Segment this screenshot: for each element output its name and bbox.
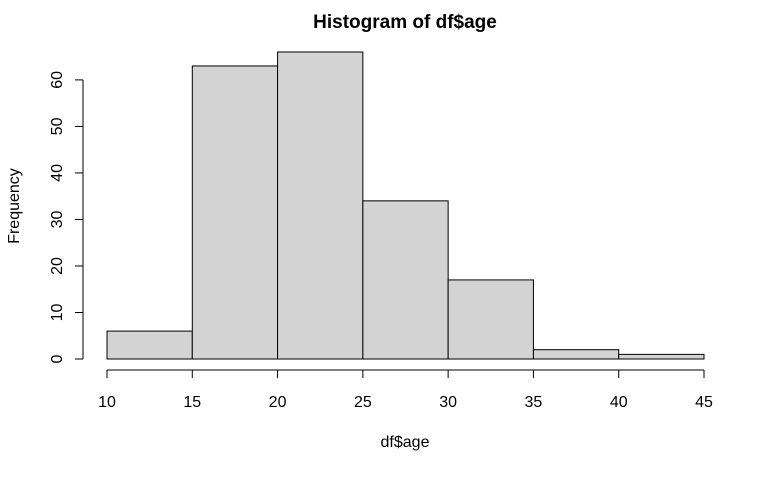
histogram-bar-20-25: [277, 51, 364, 360]
y-tick-label-50: 50: [49, 117, 66, 135]
y-axis-label: Frequency: [6, 168, 23, 244]
x-tick-label-15: 15: [183, 394, 201, 411]
x-tick-label-35: 35: [525, 394, 543, 411]
x-tick-label-25: 25: [354, 394, 372, 411]
y-tick-label-10: 10: [49, 303, 66, 321]
histogram-bar-40-45: [618, 353, 705, 360]
chart-title: Histogram of df$age: [313, 12, 497, 33]
x-axis: 10 15 20 25 30 35 40 45: [98, 369, 713, 411]
y-axis: 0 10 20 30 40 50 60: [49, 71, 84, 363]
x-tick-label-45: 45: [695, 394, 713, 411]
x-tick-label-20: 20: [269, 394, 287, 411]
histogram-bar-10-15: [106, 330, 193, 360]
y-tick-label-60: 60: [49, 71, 66, 89]
histogram-bars: [106, 51, 705, 360]
x-tick-label-40: 40: [610, 394, 628, 411]
x-tick-label-30: 30: [439, 394, 457, 411]
y-tick-label-40: 40: [49, 164, 66, 182]
x-axis-label: df$age: [381, 434, 430, 451]
x-tick-label-10: 10: [98, 394, 116, 411]
histogram-bar-25-30: [362, 200, 449, 360]
y-tick-label-20: 20: [49, 257, 66, 275]
y-tick-label-0: 0: [49, 354, 66, 363]
histogram-bar-35-40: [532, 349, 620, 360]
histogram-bar-15-20: [191, 65, 279, 360]
histogram-bar-30-35: [447, 279, 534, 360]
y-tick-label-30: 30: [49, 210, 66, 228]
